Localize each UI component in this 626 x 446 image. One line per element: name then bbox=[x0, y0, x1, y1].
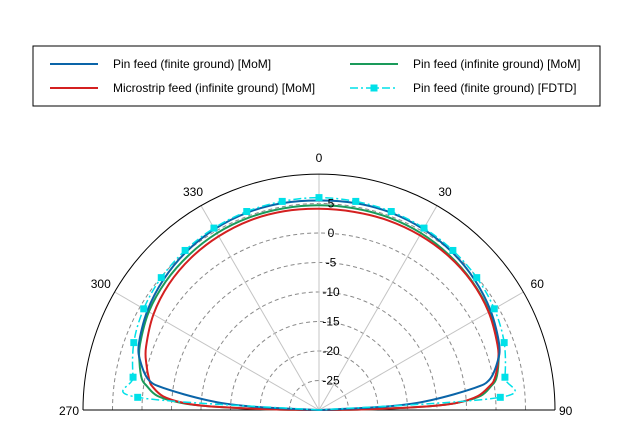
radial-tick-label: -5 bbox=[326, 256, 337, 270]
series-marker bbox=[315, 194, 323, 202]
tick-labels: 5 0 -5 -10 -15 -20 -25 270 300 330 0 30 60 90 bbox=[59, 151, 573, 418]
series-line bbox=[137, 204, 501, 411]
series-marker bbox=[352, 197, 360, 205]
angle-tick-label: 90 bbox=[559, 404, 573, 418]
series-layer bbox=[122, 194, 516, 411]
series-marker bbox=[210, 224, 218, 232]
series-marker bbox=[140, 305, 148, 313]
radial-tick-label: -10 bbox=[322, 285, 340, 299]
series-marker bbox=[496, 393, 504, 401]
angle-tick-label: 0 bbox=[316, 151, 323, 165]
series-marker bbox=[278, 197, 286, 205]
legend: Pin feed (finite ground) [MoM] Pin feed (… bbox=[32, 45, 601, 107]
radial-tick-label: -15 bbox=[322, 315, 340, 329]
radial-tick-label: -25 bbox=[322, 374, 340, 388]
series-marker bbox=[501, 373, 509, 381]
series-marker bbox=[181, 246, 189, 254]
series-marker bbox=[387, 208, 395, 216]
radial-tick-label: 0 bbox=[328, 226, 335, 240]
legend-label: Pin feed (finite ground) [FDTD] bbox=[413, 81, 576, 95]
angle-tick-label: 30 bbox=[438, 185, 452, 199]
legend-marker bbox=[370, 84, 378, 92]
radial-tick-label: -20 bbox=[322, 344, 340, 358]
angle-tick-label: 270 bbox=[59, 404, 79, 418]
radial-grid-circle bbox=[141, 232, 497, 411]
series-marker bbox=[420, 224, 428, 232]
radial-tick-label: 5 bbox=[328, 197, 335, 211]
outer-circle bbox=[82, 173, 556, 411]
angle-spoke bbox=[200, 205, 320, 411]
series-marker bbox=[157, 274, 165, 282]
angle-spoke bbox=[318, 205, 438, 411]
angle-tick-label: 330 bbox=[183, 185, 203, 199]
legend-label: Pin feed (infinite ground) [MoM] bbox=[413, 57, 580, 71]
polar-grid bbox=[82, 173, 556, 411]
series-marker bbox=[449, 246, 457, 254]
angle-tick-label: 60 bbox=[531, 277, 545, 291]
series-marker bbox=[490, 305, 498, 313]
legend-label: Pin feed (finite ground) [MoM] bbox=[113, 57, 271, 71]
series-marker bbox=[473, 274, 481, 282]
radial-grid-circle bbox=[289, 380, 349, 411]
series-marker bbox=[129, 373, 137, 381]
series-marker bbox=[130, 339, 138, 347]
series-marker bbox=[243, 208, 251, 216]
legend-box bbox=[32, 45, 601, 107]
legend-label: Microstrip feed (infinite ground) [MoM] bbox=[113, 81, 315, 95]
series-marker bbox=[134, 393, 142, 401]
angle-tick-label: 300 bbox=[91, 277, 111, 291]
series-line bbox=[144, 207, 500, 411]
series-marker bbox=[500, 339, 508, 347]
